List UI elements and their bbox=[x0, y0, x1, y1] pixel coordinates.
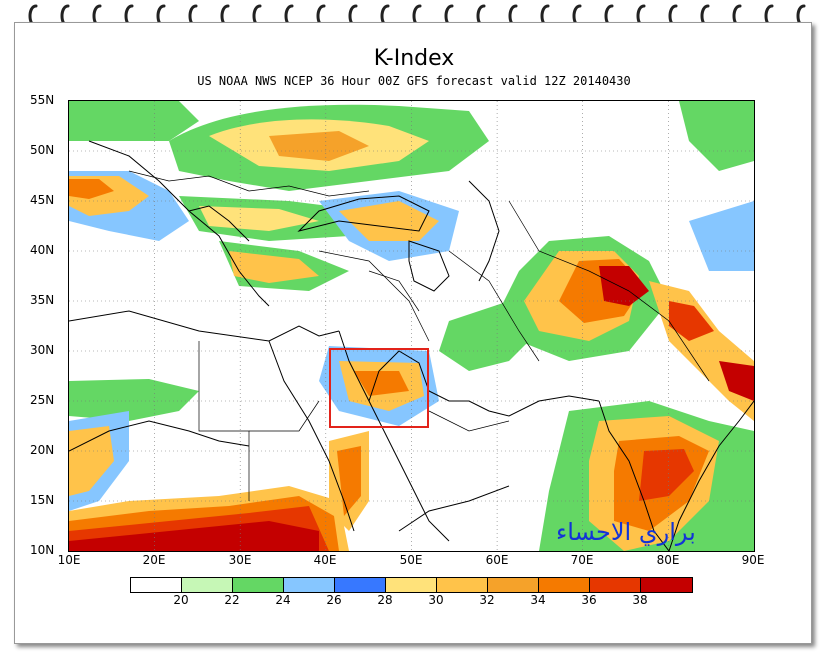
country-borders bbox=[128, 170, 710, 501]
color-swatch bbox=[284, 578, 335, 592]
color-swatch bbox=[131, 578, 182, 592]
color-swatch bbox=[233, 578, 284, 592]
color-swatch bbox=[488, 578, 539, 592]
color-scale-bar bbox=[130, 577, 693, 593]
lat-label: 20N bbox=[30, 443, 55, 457]
highlight-region-box bbox=[329, 348, 429, 428]
watermark-text: براري الاحساء bbox=[556, 518, 696, 546]
kindex-shading bbox=[69, 101, 754, 551]
map-canvas bbox=[69, 101, 754, 551]
lat-label: 25N bbox=[30, 393, 55, 407]
lon-label: 10E bbox=[57, 553, 81, 567]
color-swatch bbox=[335, 578, 386, 592]
lat-label: 50N bbox=[30, 143, 55, 157]
color-scale-label: 34 bbox=[530, 593, 546, 607]
lon-label: 20E bbox=[142, 553, 166, 567]
lon-label: 60E bbox=[485, 553, 509, 567]
color-swatch bbox=[182, 578, 233, 592]
color-swatch bbox=[641, 578, 692, 592]
lat-label: 45N bbox=[30, 193, 55, 207]
lat-label: 35N bbox=[30, 293, 55, 307]
chart-subtitle: US NOAA NWS NCEP 36 Hour 00Z GFS forecas… bbox=[197, 74, 631, 88]
lat-label: 15N bbox=[30, 493, 55, 507]
lat-label: 10N bbox=[30, 543, 55, 557]
color-scale-label: 22 bbox=[224, 593, 240, 607]
color-scale-label: 28 bbox=[377, 593, 393, 607]
color-swatch bbox=[539, 578, 590, 592]
lat-label: 40N bbox=[30, 243, 55, 257]
color-scale-label: 30 bbox=[428, 593, 444, 607]
chart-title: K-Index bbox=[373, 46, 455, 71]
map-gridlines bbox=[69, 101, 754, 551]
color-swatch bbox=[437, 578, 488, 592]
lat-label: 30N bbox=[30, 343, 55, 357]
lon-label: 40E bbox=[313, 553, 337, 567]
lon-label: 30E bbox=[228, 553, 252, 567]
forecast-map bbox=[68, 100, 755, 552]
color-swatch bbox=[386, 578, 437, 592]
color-scale-label: 36 bbox=[581, 593, 597, 607]
color-scale-label: 26 bbox=[326, 593, 342, 607]
color-scale-label: 20 bbox=[173, 593, 189, 607]
color-scale-label: 32 bbox=[479, 593, 495, 607]
color-swatch bbox=[590, 578, 641, 592]
color-scale-label: 24 bbox=[275, 593, 291, 607]
lon-label: 90E bbox=[741, 553, 765, 567]
lon-label: 80E bbox=[656, 553, 680, 567]
color-scale-label: 38 bbox=[632, 593, 648, 607]
lon-label: 50E bbox=[399, 553, 423, 567]
lat-label: 55N bbox=[30, 93, 55, 107]
lon-label: 70E bbox=[570, 553, 594, 567]
coastlines bbox=[69, 140, 754, 551]
